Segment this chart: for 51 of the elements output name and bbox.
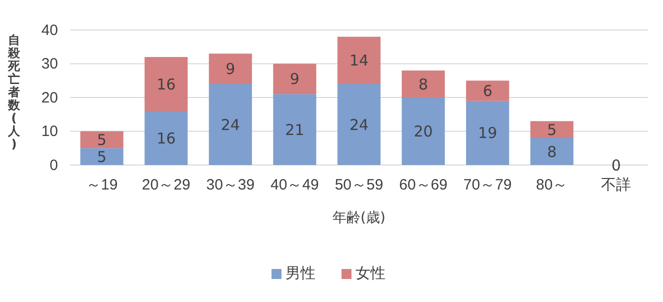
data-label: 24 <box>220 116 240 134</box>
bar <box>80 131 124 148</box>
data-label: 8 <box>418 75 428 94</box>
data-label: 8 <box>547 142 557 161</box>
data-label: 5 <box>97 130 107 149</box>
legend-label: 男性 <box>286 264 316 282</box>
bar <box>466 100 510 165</box>
data-label: 5 <box>97 148 107 166</box>
bar <box>337 84 381 165</box>
bar <box>530 138 574 165</box>
text: 自殺死亡者数(人) <box>8 33 20 151</box>
data-label: 14 <box>349 52 369 70</box>
bar <box>80 148 124 165</box>
data-label: 6 <box>482 82 492 100</box>
bar <box>273 64 316 94</box>
bar <box>402 70 445 98</box>
bar <box>402 98 445 165</box>
y-tick-label: 40 <box>41 22 58 39</box>
bar <box>273 94 316 165</box>
x-tick-label: 40～49 <box>270 176 319 194</box>
data-label: 21 <box>285 120 304 139</box>
bar <box>144 57 188 111</box>
data-label: 9 <box>226 60 236 78</box>
bar <box>530 121 574 138</box>
y-tick-label: 20 <box>41 89 58 106</box>
y-tick-label: 0 <box>50 156 58 174</box>
bar <box>208 84 252 165</box>
x-tick-label: 20～29 <box>142 176 190 194</box>
x-tick-label: 30～39 <box>206 176 255 194</box>
data-label: 20 <box>414 122 433 140</box>
x-axis-title: 年齢(歳) <box>332 210 386 226</box>
data-label: 5 <box>547 120 557 139</box>
bar <box>208 54 252 84</box>
bar <box>466 80 510 101</box>
x-tick-label: 50～59 <box>334 176 384 194</box>
data-label: 0 <box>611 156 621 174</box>
legend-label: 女性 <box>356 264 386 282</box>
x-tick-label: 80～ <box>536 176 568 194</box>
data-label: 24 <box>349 116 369 134</box>
bar <box>337 36 381 84</box>
data-label: 9 <box>290 70 300 88</box>
x-tick-label: ～19 <box>86 176 118 194</box>
bar <box>144 111 188 165</box>
y-tick-label: 30 <box>41 56 58 73</box>
x-tick-label: 60～69 <box>399 176 448 194</box>
data-label: 16 <box>156 129 176 148</box>
y-tick-label: 10 <box>41 123 58 140</box>
x-tick-label: 70～79 <box>463 176 512 194</box>
x-tick-label: 不詳 <box>601 176 632 194</box>
data-label: 16 <box>156 75 176 94</box>
data-label: 19 <box>478 124 498 142</box>
